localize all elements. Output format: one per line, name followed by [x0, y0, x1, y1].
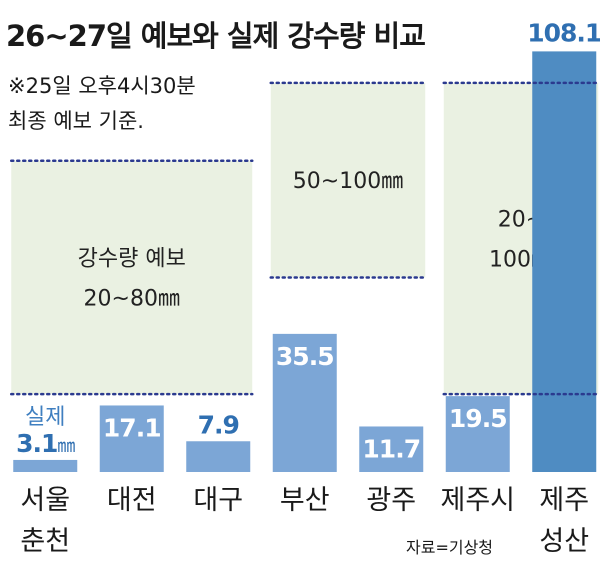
- bar: [445, 396, 510, 472]
- bar: [13, 459, 78, 472]
- bars: [13, 51, 597, 472]
- value-label: 35.5: [276, 342, 334, 371]
- category-label: 서울: [20, 485, 70, 516]
- category-label: 대전: [107, 485, 157, 516]
- chart-title: 26~27일 예보와 실제 강수량 비교: [6, 19, 425, 53]
- actual-label: 실제: [25, 405, 65, 430]
- category-label: 성산: [539, 526, 589, 557]
- category-label: 제주: [539, 485, 589, 516]
- forecast-band-label: 강수량 예보: [78, 246, 186, 271]
- bar: [186, 441, 251, 472]
- forecast-band-label: 20~80㎜: [84, 286, 180, 311]
- source-label: 자료=기상청: [406, 538, 493, 557]
- bar: [272, 333, 337, 472]
- category-label: 광주: [366, 485, 416, 516]
- value-label: 7.9: [198, 410, 239, 439]
- bar: [532, 51, 597, 472]
- forecast-note-line-1: ※25일 오후4시30분: [8, 74, 196, 98]
- bar: [99, 405, 164, 472]
- bar: [359, 426, 424, 472]
- value-label: 11.7: [362, 434, 420, 463]
- forecast-note-line-2: 최종 예보 기준.: [8, 109, 144, 133]
- value-label: 108.1: [527, 18, 600, 47]
- value-label: 17.1: [103, 413, 161, 442]
- category-label: 제주시: [440, 485, 515, 516]
- forecast-band: [270, 82, 426, 278]
- category-label: 춘천: [20, 526, 70, 557]
- value-label: 3.1㎜: [16, 429, 75, 458]
- forecast-band-label: 50~100㎜: [293, 169, 403, 194]
- category-label: 부산: [280, 485, 330, 516]
- forecast-band: [11, 160, 253, 395]
- value-label: 19.5: [449, 404, 507, 433]
- forecast-range-lines: [10, 81, 600, 396]
- category-label: 대구: [193, 485, 243, 516]
